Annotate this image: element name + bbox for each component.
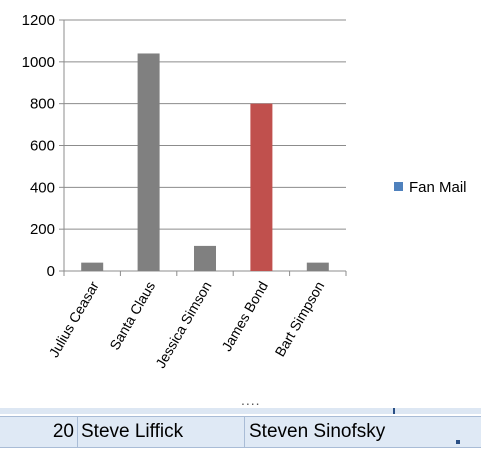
- axes: [59, 20, 346, 276]
- y-tick-label: 800: [30, 96, 55, 113]
- legend-label-fan-mail: Fan Mail: [409, 179, 467, 196]
- gridlines: [64, 20, 346, 229]
- bar-santa-claus[interactable]: [138, 53, 160, 271]
- bar-julius-ceasar[interactable]: [81, 263, 103, 271]
- x-category-label: James Bond: [218, 279, 271, 354]
- y-tick-label: 0: [47, 263, 55, 280]
- name-cell-b[interactable]: Steven Sinofsky: [245, 417, 481, 447]
- y-tick-label: 200: [30, 221, 55, 238]
- row-separator: [0, 408, 481, 414]
- row-number-cell[interactable]: 20: [0, 417, 78, 447]
- chart-resize-handle[interactable]: ....: [241, 392, 261, 408]
- x-category-label: Jessica Simson: [152, 279, 214, 371]
- y-tick-label: 600: [30, 138, 55, 155]
- fill-handle[interactable]: [456, 440, 460, 444]
- bars[interactable]: [81, 53, 329, 271]
- y-tick-label: 1000: [22, 54, 55, 71]
- fan-mail-bar-chart[interactable]: 0 200 400 600 800 1000 1200 Julius Ceasar Santa…: [0, 0, 481, 405]
- bar-jessica-simson[interactable]: [194, 246, 216, 271]
- bar-bart-simpson[interactable]: [307, 263, 329, 271]
- y-axis-tick-labels: 0 200 400 600 800 1000 1200: [22, 12, 55, 280]
- table-row[interactable]: 20 Steve Liffick Steven Sinofsky: [0, 416, 481, 448]
- name-cell-a[interactable]: Steve Liffick: [78, 417, 245, 447]
- x-category-label: Julius Ceasar: [46, 278, 102, 360]
- legend-swatch-fan-mail: [394, 182, 403, 191]
- y-tick-label: 1200: [22, 12, 55, 29]
- bar-james-bond[interactable]: [250, 104, 272, 271]
- spreadsheet-strip: .... 20 Steve Liffick Steven Sinofsky: [0, 408, 481, 453]
- legend[interactable]: Fan Mail: [394, 179, 467, 196]
- x-category-label: Bart Simpson: [272, 279, 328, 360]
- x-category-label: Santa Claus: [106, 279, 158, 353]
- y-tick-label: 400: [30, 179, 55, 196]
- cell-marker: [393, 408, 395, 414]
